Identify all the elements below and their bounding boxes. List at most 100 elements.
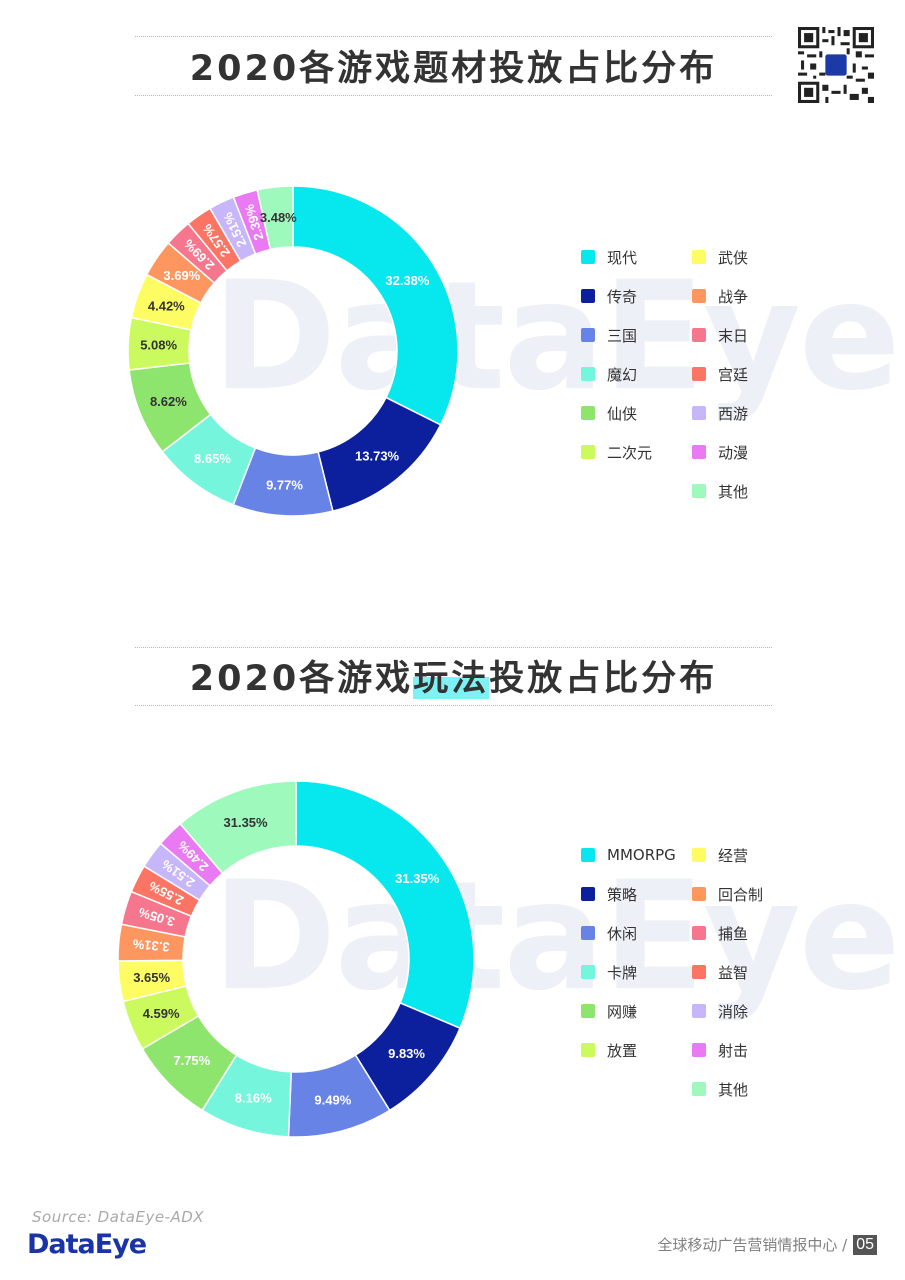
theme-donut-chart: 32.38% 13.73% 9.77% 8.65% 8.62% 5.08% 4.42% 3.6… — [127, 185, 459, 517]
segment-value-label: 3.48% — [260, 210, 297, 225]
legend-label: 经营 — [718, 846, 749, 865]
legend-label: 射击 — [718, 1041, 749, 1060]
theme-chart-title: 2020各游戏题材投放占比分布 — [135, 47, 772, 91]
legend-item: 回合制 — [692, 884, 763, 904]
legend-label: 放置 — [607, 1041, 638, 1060]
legend-item: 经营 — [692, 845, 748, 865]
legend-label: 现代 — [607, 248, 638, 267]
title-prefix: 2020各游戏 — [189, 659, 414, 699]
legend-label: 益智 — [718, 963, 749, 982]
legend-label: 网赚 — [607, 1002, 638, 1021]
source-note: Source: DataEye-ADX — [32, 1208, 205, 1226]
legend-swatch — [581, 1004, 595, 1018]
legend-item: 魔幻 — [581, 364, 637, 384]
legend-item: 益智 — [692, 962, 748, 982]
legend-label: 三国 — [607, 326, 638, 345]
legend-item: 二次元 — [581, 442, 652, 462]
legend-item: 其他 — [692, 1079, 748, 1099]
legend-item: 仙侠 — [581, 403, 637, 423]
theme-chart-section: 2020各游戏题材投放占比分布 DataEye 32.38% 13.73% 9.77… — [0, 0, 905, 600]
legend-label: 策略 — [607, 885, 638, 904]
report-name: 全球移动广告营销情报中心 / — [657, 1236, 848, 1254]
legend-label: 魔幻 — [607, 365, 638, 384]
legend-swatch — [692, 965, 706, 979]
legend-swatch — [581, 406, 595, 420]
legend-swatch — [692, 289, 706, 303]
legend-item: 休闲 — [581, 923, 637, 943]
legend-item: MMORPG — [581, 845, 676, 865]
legend-swatch — [581, 926, 595, 940]
legend-item: 射击 — [692, 1040, 748, 1060]
legend-item: 其他 — [692, 481, 748, 501]
legend-item: 武侠 — [692, 247, 748, 267]
legend-item: 卡牌 — [581, 962, 637, 982]
segment-value-label: 8.62% — [150, 394, 187, 409]
legend-item: 捕鱼 — [692, 923, 748, 943]
watermark: DataEye — [212, 250, 901, 424]
segment-value-label: 8.65% — [194, 451, 231, 466]
legend-swatch — [692, 1082, 706, 1096]
legend-item: 动漫 — [692, 442, 748, 462]
legend-item: 末日 — [692, 325, 748, 345]
legend-item: 战争 — [692, 286, 748, 306]
gameplay-chart-section: 2020各游戏玩法投放占比分布 DataEye 31.35% 9.83% 9.49%… — [0, 600, 905, 1200]
segment-value-label: 3.69% — [163, 268, 200, 283]
legend-label: 宫廷 — [718, 365, 749, 384]
donut-segment — [179, 780, 297, 875]
gameplay-donut-chart: 31.35% 9.83% 9.49% 8.16% 7.75% 4.59% 3.65% 3.31… — [117, 780, 475, 1138]
segment-value-label: 9.83% — [388, 1046, 425, 1061]
legend-swatch — [692, 367, 706, 381]
segment-value-label: 31.35% — [395, 871, 440, 886]
legend-swatch — [581, 328, 595, 342]
legend-swatch — [581, 250, 595, 264]
brand-logo: DataEye — [27, 1229, 147, 1260]
segment-value-label: 9.49% — [314, 1092, 351, 1107]
segment-value-label: 7.75% — [173, 1053, 210, 1068]
segment-value-label: 8.16% — [235, 1091, 272, 1106]
segment-value-label: 4.42% — [148, 298, 185, 313]
segment-value-label: 3.31% — [132, 936, 171, 954]
legend-label: 其他 — [718, 482, 749, 501]
legend-swatch — [692, 1004, 706, 1018]
title-keyword-highlighted: 玩法 — [413, 659, 490, 699]
segment-value-label: 4.59% — [143, 1006, 180, 1021]
legend-label: 捕鱼 — [718, 924, 749, 943]
legend-label: 休闲 — [607, 924, 638, 943]
segment-value-label: 5.08% — [140, 338, 177, 353]
title-suffix: 投放占比分布 — [489, 659, 718, 699]
qr-code-icon — [798, 27, 874, 103]
legend-label: 消除 — [718, 1002, 749, 1021]
segment-value-label: 31.35% — [224, 815, 269, 830]
legend-label: 二次元 — [607, 443, 653, 462]
legend-swatch — [692, 445, 706, 459]
legend-label: 西游 — [718, 404, 749, 423]
divider-top — [135, 647, 772, 648]
legend-item: 现代 — [581, 247, 637, 267]
legend-label: 回合制 — [718, 885, 764, 904]
divider-bottom — [135, 705, 772, 706]
gameplay-chart-title: 2020各游戏玩法投放占比分布 — [135, 657, 772, 701]
legend-label: 战争 — [718, 287, 749, 306]
donut-segment — [295, 780, 475, 1030]
legend-item: 策略 — [581, 884, 637, 904]
legend-label: 武侠 — [718, 248, 749, 267]
divider-bottom — [135, 95, 772, 96]
legend-label: MMORPG — [607, 846, 676, 864]
legend-swatch — [692, 484, 706, 498]
legend-swatch — [581, 367, 595, 381]
donut-segment — [256, 185, 294, 251]
legend-swatch — [581, 289, 595, 303]
legend-swatch — [692, 328, 706, 342]
divider-top — [135, 36, 772, 37]
footer-report-info: 全球移动广告营销情报中心 / 05 — [657, 1234, 877, 1255]
legend-swatch — [692, 250, 706, 264]
legend-label: 传奇 — [607, 287, 638, 306]
legend-swatch — [692, 1043, 706, 1057]
segment-value-label: 3.65% — [133, 970, 170, 985]
legend-swatch — [581, 1043, 595, 1057]
watermark: DataEye — [212, 850, 901, 1024]
legend-label: 末日 — [718, 326, 749, 345]
legend-swatch — [692, 406, 706, 420]
donut-segment — [292, 185, 459, 426]
legend-swatch — [692, 926, 706, 940]
